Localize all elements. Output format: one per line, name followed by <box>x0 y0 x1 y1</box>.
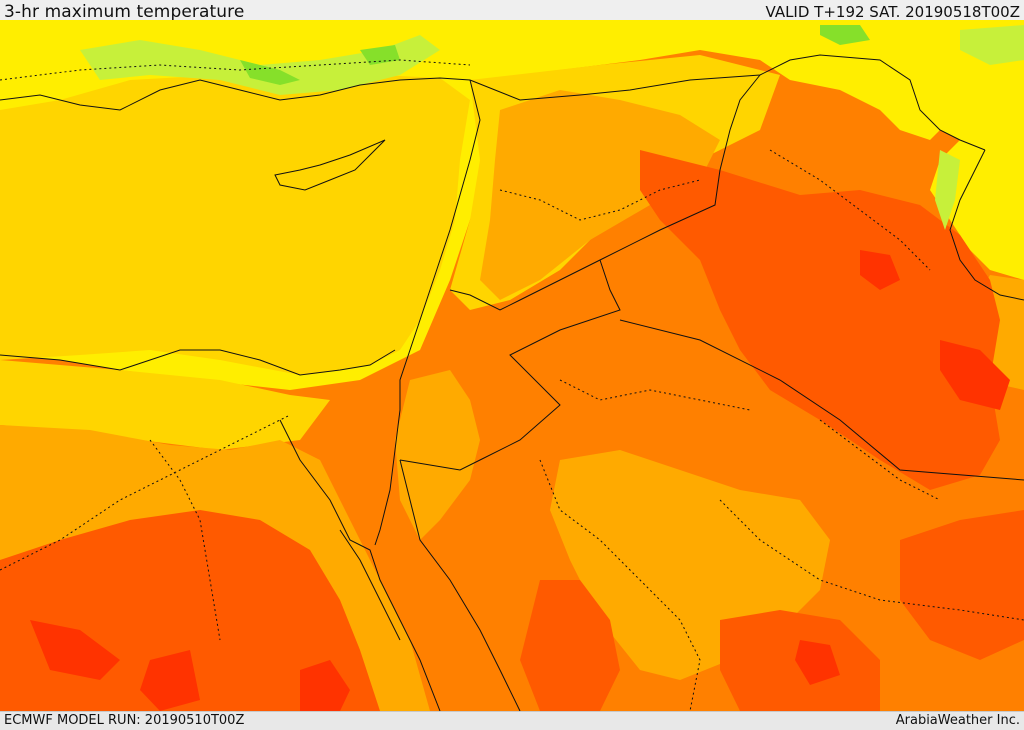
amber-egypt <box>0 425 430 711</box>
borders-solid <box>0 54 1024 712</box>
footer-bar: ECMWF MODEL RUN: 20190510T00Z ArabiaWeat… <box>0 711 1024 730</box>
green-coast-east <box>935 150 960 230</box>
borders-dotted <box>0 59 1024 712</box>
red-orange-iraq <box>640 150 1000 490</box>
valid-time: VALID T+192 SAT. 20190518T00Z <box>765 3 1020 21</box>
red-orange-west-arabia <box>520 580 620 711</box>
red-spot-5 <box>860 250 900 290</box>
red-spot-3 <box>140 650 200 711</box>
green-turkey-3 <box>360 45 400 65</box>
red-spot-1 <box>940 340 1010 410</box>
credit-label: ArabiaWeather Inc. <box>895 713 1020 728</box>
red-spot-6 <box>795 640 840 685</box>
green-turkey-5 <box>960 25 1024 65</box>
temperature-map <box>0 20 1024 712</box>
mediterranean-sea <box>0 75 470 375</box>
green-turkey-2 <box>240 60 300 85</box>
red-orange-south-east <box>900 510 1024 660</box>
map-title: 3-hr maximum temperature <box>4 2 245 22</box>
gold-egypt-north <box>0 360 330 450</box>
map-canvas <box>0 20 1024 712</box>
model-run-label: ECMWF MODEL RUN: 20190510T00Z <box>4 713 245 728</box>
green-turkey-4 <box>820 25 870 45</box>
header-bar: 3-hr maximum temperature VALID T+192 SAT… <box>0 0 1024 22</box>
red-spot-2 <box>30 620 120 680</box>
yellow-east <box>880 20 1024 280</box>
red-spot-4 <box>300 660 350 711</box>
amber-syria <box>480 90 720 300</box>
amber-sinai <box>395 370 480 540</box>
